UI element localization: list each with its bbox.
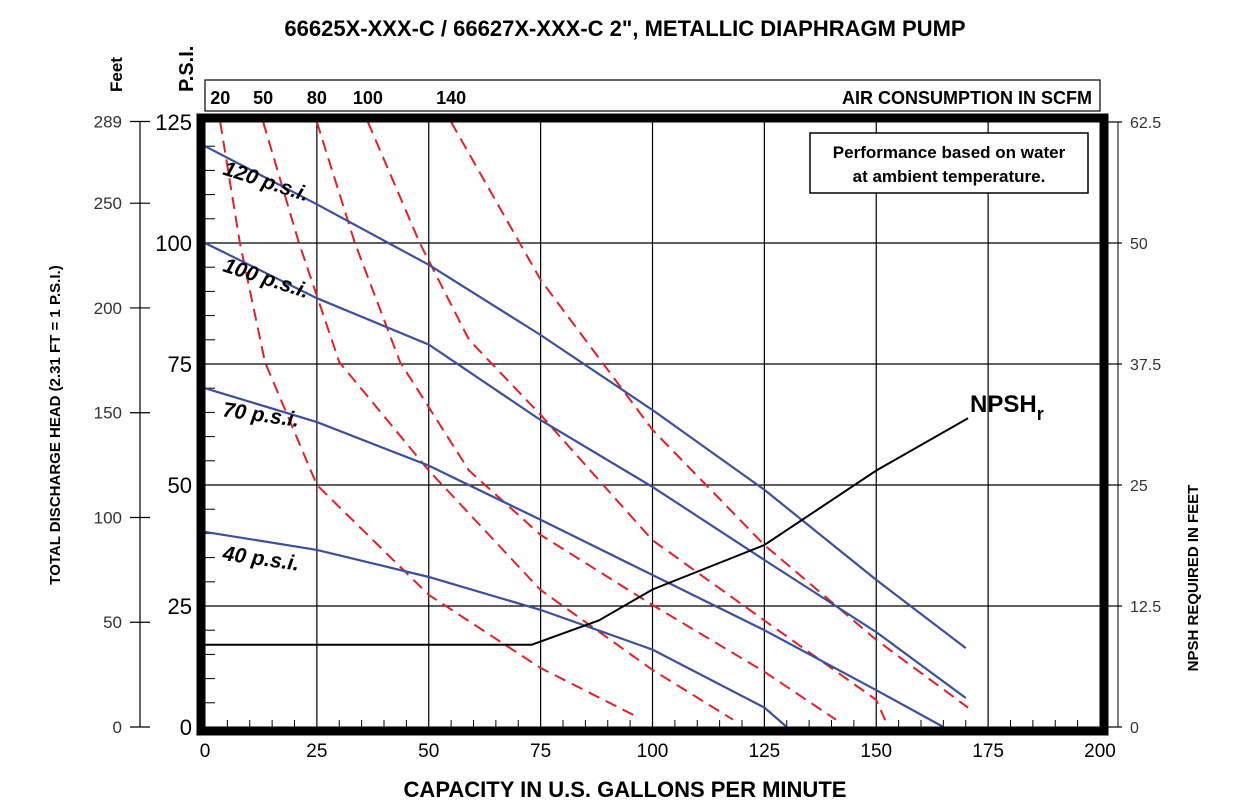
air-curve-100 [366, 121, 887, 721]
pressure-curve-label: 100 p.s.i. [220, 254, 311, 303]
x-tick-label: 200 [1084, 741, 1116, 762]
pressure-curve [204, 242, 967, 699]
note-line-2: at ambient temperature. [853, 167, 1046, 186]
pressure-curve-label: 120 p.s.i. [220, 157, 311, 206]
air-curve-20 [219, 121, 640, 719]
air-curve-50 [262, 121, 734, 721]
psi-tick-label: 75 [168, 352, 192, 377]
note-box [809, 132, 1089, 194]
pressure-curve [204, 145, 967, 649]
psi-tick-label: 100 [155, 231, 192, 256]
right-tick-label: 25 [1130, 478, 1148, 495]
npsh-label: NPSHr [970, 391, 1044, 424]
air-scfm-label: 100 [353, 88, 383, 108]
pressure-curve-label: 70 p.s.i. [221, 398, 300, 431]
air-scfm-label: 50 [253, 88, 273, 108]
pressure-curve-label: 40 p.s.i. [220, 542, 300, 576]
right-tick-label: 50 [1130, 236, 1148, 253]
psi-tick-label: 25 [168, 594, 192, 619]
psi-tick-label: 0 [180, 715, 192, 740]
feet-tick-label: 0 [113, 718, 122, 737]
x-tick-label: 150 [860, 741, 892, 762]
right-tick-label: 0 [1130, 720, 1139, 737]
x-tick-label: 175 [972, 741, 1004, 762]
chart-title: 66625X-XXX-C / 66627X-XXX-C 2", METALLIC… [284, 16, 965, 41]
note-line-1: Performance based on water [833, 143, 1066, 162]
feet-tick-label: 289 [94, 112, 122, 131]
x-axis-label: CAPACITY IN U.S. GALLONS PER MINUTE [404, 777, 847, 802]
feet-tick-label: 200 [94, 299, 122, 318]
air-curve-140 [450, 121, 969, 709]
x-tick-label: 75 [530, 741, 551, 762]
right-tick-label: 12.5 [1130, 599, 1161, 616]
feet-tick-label: 250 [94, 194, 122, 213]
feet-tick-label: 150 [94, 404, 122, 423]
air-consumption-box [204, 79, 1101, 112]
feet-unit-label: Feet [107, 57, 126, 92]
pressure-curve [204, 530, 788, 728]
x-tick-label: 50 [418, 741, 439, 762]
npsh-curve [205, 417, 969, 646]
air-consumption-label: AIR CONSUMPTION IN SCFM [842, 88, 1092, 108]
y-axis-right-label: NPSH REQUIRED IN FEET [1185, 485, 1202, 672]
air-scfm-label: 20 [210, 88, 230, 108]
y-axis-left-label: TOTAL DISCHARGE HEAD (2.31 FT = 1 P.S.I.… [47, 265, 64, 584]
right-tick-label: 62.5 [1130, 115, 1161, 132]
right-tick-label: 37.5 [1130, 357, 1161, 374]
pressure-curve [204, 387, 944, 728]
plot-frame [196, 113, 1109, 736]
air-curve-80 [315, 121, 837, 721]
psi-unit-label: P.S.I. [176, 46, 198, 92]
npsh-subscript: r [1037, 404, 1044, 424]
psi-tick-label: 50 [168, 473, 192, 498]
feet-tick-label: 50 [103, 613, 122, 632]
psi-tick-label: 125 [155, 110, 192, 135]
x-tick-label: 125 [749, 741, 781, 762]
feet-tick-label: 100 [94, 508, 122, 527]
x-tick-label: 0 [200, 741, 211, 762]
air-scfm-label: 140 [436, 88, 466, 108]
x-tick-label: 25 [306, 741, 327, 762]
air-scfm-label: 80 [307, 88, 327, 108]
x-tick-label: 100 [637, 741, 669, 762]
